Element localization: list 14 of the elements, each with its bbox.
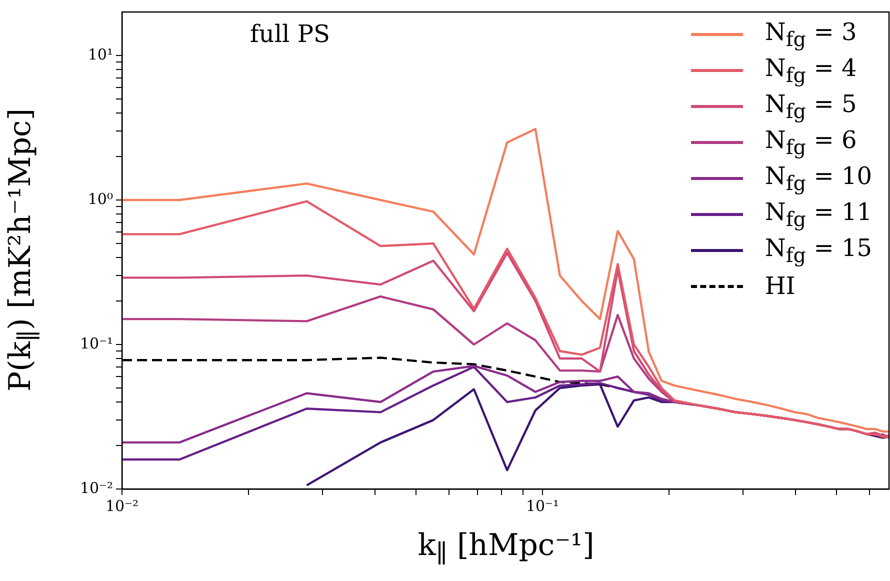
x-axis-title: k$_{∥}$ [hMpc⁻¹] [416, 528, 596, 568]
annotation: full PS [250, 20, 330, 48]
legend-label: N$_{fg}$ = 5 [764, 90, 857, 122]
y-tick-label: 10⁻² [80, 478, 113, 497]
y-tick-label: 10⁻¹ [80, 334, 113, 352]
legend-label: N$_{fg}$ = 4 [764, 54, 857, 86]
legend-label: N$_{fg}$ = 10 [764, 162, 872, 194]
y-tick-label: 10⁰ [88, 190, 113, 208]
legend-label: N$_{fg}$ = 15 [764, 234, 872, 266]
legend-label: N$_{fg}$ = 6 [764, 126, 857, 158]
legend-label: HI [764, 272, 796, 300]
y-tick-label: 10¹ [88, 45, 113, 64]
legend-label: N$_{fg}$ = 11 [764, 198, 872, 230]
legend-label: N$_{fg}$ = 3 [764, 18, 857, 50]
